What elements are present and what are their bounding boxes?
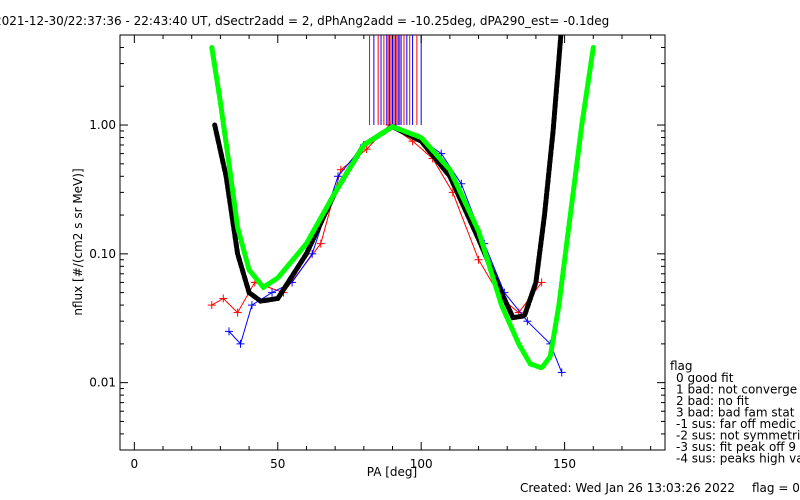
series-layer [207, 35, 596, 377]
data-point-blue [523, 317, 532, 326]
legend: flag 0 good fit 1 bad: not converge 2 ba… [670, 359, 800, 466]
data-point-red [207, 301, 216, 310]
data-point-blue [308, 249, 317, 258]
x-tick-label: 50 [270, 457, 285, 471]
legend-entry: -4 sus: peaks high va [676, 452, 800, 466]
x-axis: 0 50 100 150 [131, 35, 652, 471]
y-axis: 0.01 0.10 1.00 [89, 34, 665, 451]
data-point-blue [247, 301, 256, 310]
x-axis-label: PA [deg] [367, 465, 417, 479]
data-point-blue [225, 327, 233, 336]
legend-entry: -3 sus: fit peak off 9 [676, 440, 796, 454]
data-point-red [537, 278, 546, 287]
chart-title: 2021-12-30/22:37:36 - 22:43:40 UT, dSect… [0, 14, 609, 28]
legend-heading: flag [670, 359, 693, 373]
y-tick-label: 1.00 [89, 118, 116, 132]
data-point-blue [557, 368, 566, 377]
series-green-fit-curve [209, 45, 596, 371]
data-point-red [219, 294, 228, 303]
y-tick-label: 0.01 [89, 376, 116, 390]
x-tick-label: 150 [553, 457, 576, 471]
legend-entry: -2 sus: not symmetri [676, 429, 800, 443]
legend-entry: -1 sus: far off medic [676, 417, 796, 431]
legend-entry: 2 bad: no fit [676, 394, 749, 408]
y-axis-label: nflux [#/(cm2 s sr MeV)] [71, 168, 85, 315]
y-tick-label: 0.10 [89, 247, 116, 261]
data-point-red [233, 308, 242, 317]
data-point-blue [268, 288, 277, 297]
created-timestamp: Created: Wed Jan 26 13:03:26 2022 [520, 481, 735, 495]
data-point-red [474, 255, 483, 264]
footer-flag: flag = 0 [752, 481, 800, 495]
x-tick-label: 0 [131, 457, 139, 471]
x-tick-label: 100 [410, 457, 433, 471]
data-point-blue [334, 172, 342, 181]
data-point-red [316, 239, 325, 248]
data-point-blue [236, 339, 245, 348]
legend-entry: 0 good fit [676, 371, 734, 385]
legend-entry: 1 bad: not converge [676, 383, 797, 397]
vertical-markers [369, 35, 422, 126]
series-blue-line [228, 124, 563, 373]
legend-entry: 3 bad: bad fam stat [676, 406, 795, 420]
